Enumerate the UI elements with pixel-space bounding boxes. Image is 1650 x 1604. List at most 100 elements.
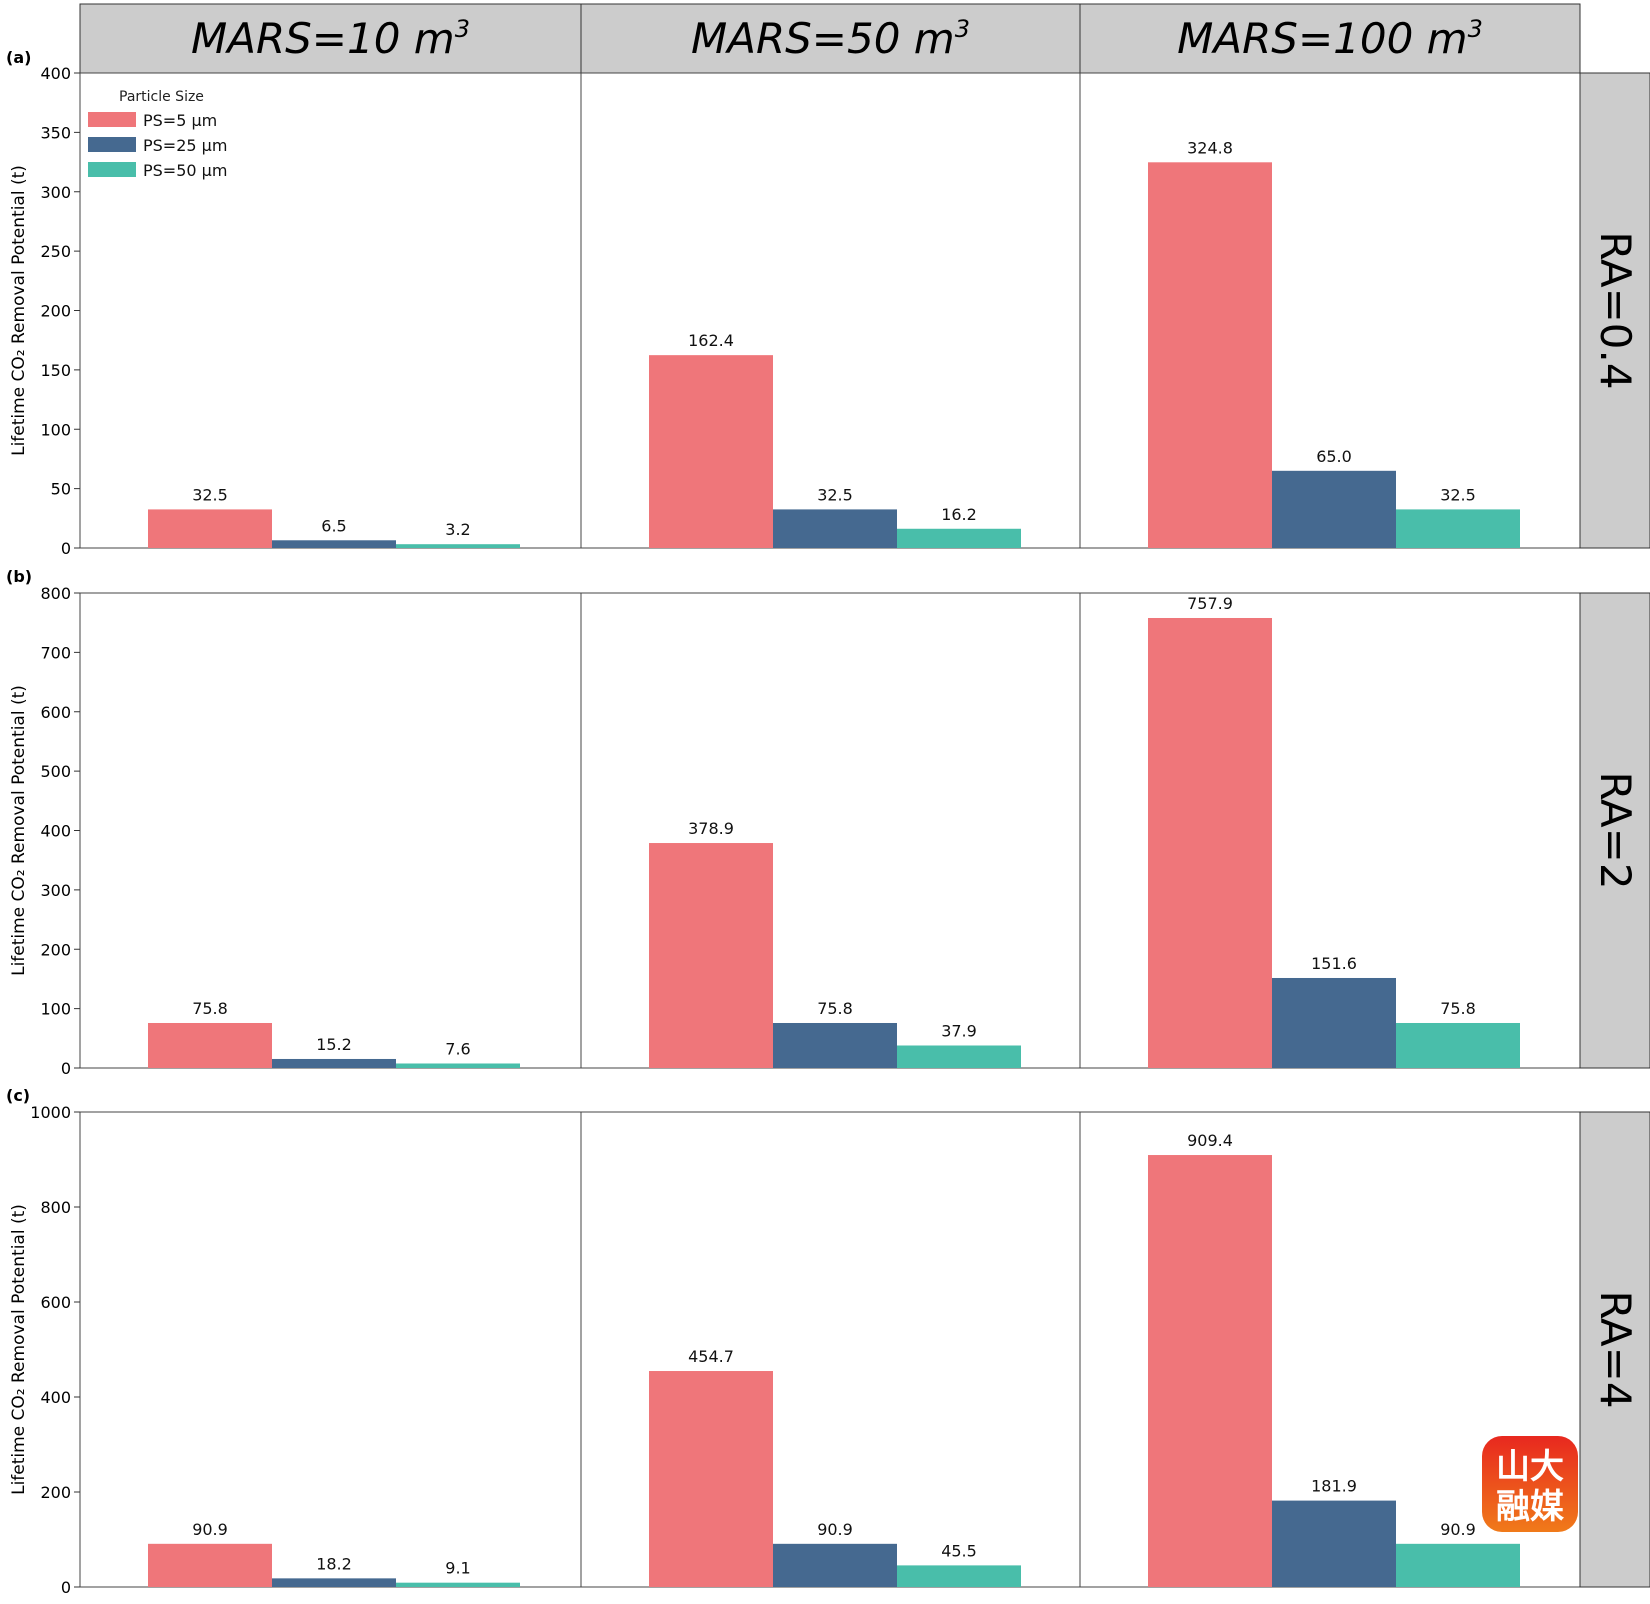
bar-r3-c1-s2 [272,1578,396,1587]
watermark-line-2: 融媒 [1496,1487,1565,1527]
column-strip-label-2: MARS=50 m3 [691,14,970,63]
value-label-r2-c3-s1: 757.9 [1187,594,1233,613]
y-tick-label-r2: 700 [40,643,71,662]
watermark-line-1: 山大 [1496,1447,1564,1487]
y-tick-label-r1: 50 [51,480,71,499]
y-tick-label-r2: 500 [40,762,71,781]
row-tag-3: (c) [6,1086,30,1105]
legend-entry-1: PS=5 µm [143,111,217,130]
value-label-r1-c1-s1: 32.5 [192,485,228,504]
bar-r1-c2-s3 [897,528,1021,548]
y-tick-label-r1: 200 [40,302,71,321]
value-label-r2-c3-s2: 151.6 [1311,954,1357,973]
value-label-r1-c1-s2: 6.5 [321,516,346,535]
row-strip-label-2: RA=2 [1591,771,1640,889]
column-strip-2 [580,3,1081,74]
bar-r1-c3-s1 [1148,162,1272,549]
bar-r3-c1-s1 [148,1543,272,1587]
y-tick-label-r1: 100 [40,420,71,439]
bar-r2-c2-s2 [773,1022,897,1068]
bar-r3-c1-s3 [396,1582,520,1587]
value-label-r1-c2-s3: 16.2 [941,505,977,524]
bar-r1-c3-s3 [1396,509,1520,548]
value-label-r2-c3-s3: 75.8 [1440,999,1476,1018]
y-tick-label-r1: 300 [40,183,71,202]
panel-frame-r2-c1 [79,592,582,1069]
column-strip-label-1: MARS=10 m3 [191,14,470,63]
value-label-r1-c2-s1: 162.4 [688,331,734,350]
bar-r1-c2-s1 [649,355,773,548]
value-label-r3-c2-s3: 45.5 [941,1541,977,1560]
bar-r3-c3-s1 [1148,1155,1272,1587]
value-label-r3-c1-s3: 9.1 [445,1559,470,1578]
legend-swatch-2 [88,137,136,152]
value-label-r1-c3-s3: 32.5 [1440,485,1476,504]
column-strip-1 [79,3,582,74]
value-label-r1-c3-s1: 324.8 [1187,138,1233,157]
y-tick-label-r1: 0 [61,539,71,558]
bar-r3-c3-s3 [1396,1543,1520,1587]
y-axis-label-3: Lifetime CO₂ Removal Potential (t) [9,1204,29,1495]
row-strip-2 [1579,592,1650,1069]
bar-r1-c1-s1 [148,509,272,548]
y-tick-label-r2: 800 [40,584,71,603]
panel-frame-r1-c1 [79,72,582,549]
value-label-r3-c1-s1: 90.9 [192,1520,228,1539]
bar-r2-c2-s3 [897,1045,1021,1068]
y-tick-label-r1: 250 [40,242,71,261]
value-label-r3-c1-s2: 18.2 [316,1554,352,1573]
value-label-r2-c2-s1: 378.9 [688,819,734,838]
y-tick-label-r2: 400 [40,822,71,841]
row-tag-2: (b) [6,567,32,586]
y-axis-label-1: Lifetime CO₂ Removal Potential (t) [9,165,29,456]
row-strip-1 [1579,72,1650,549]
bar-r1-c1-s3 [396,544,520,548]
bar-r3-c3-s2 [1272,1500,1396,1587]
y-tick-label-r3: 200 [40,1483,71,1502]
row-strip-3 [1579,1111,1650,1588]
y-tick-label-r1: 400 [40,64,71,83]
legend-entry-2: PS=25 µm [143,136,227,155]
y-tick-label-r2: 100 [40,1000,71,1019]
y-tick-label-r3: 0 [61,1578,71,1597]
column-strip-3 [1079,3,1581,74]
watermark-logo [1482,1436,1578,1532]
bar-r2-c3-s2 [1272,977,1396,1068]
value-label-r3-c2-s1: 454.7 [688,1347,734,1366]
y-tick-label-r3: 600 [40,1293,71,1312]
value-label-r2-c1-s2: 15.2 [316,1035,352,1054]
y-tick-label-r3: 1000 [30,1103,71,1122]
value-label-r2-c2-s3: 37.9 [941,1021,977,1040]
value-label-r1-c2-s2: 32.5 [817,485,853,504]
column-strip-label-3: MARS=100 m3 [1177,14,1483,63]
bar-r3-c2-s1 [649,1371,773,1587]
bar-r2-c2-s1 [649,843,773,1068]
value-label-r1-c1-s3: 3.2 [445,520,470,539]
bar-r2-c1-s2 [272,1058,396,1068]
y-tick-label-r2: 200 [40,940,71,959]
y-axis-label-2: Lifetime CO₂ Removal Potential (t) [9,685,29,976]
panel-frame-r3-c1 [79,1111,582,1588]
value-label-r3-c3-s2: 181.9 [1311,1477,1357,1496]
bar-r2-c1-s1 [148,1022,272,1068]
y-tick-label-r1: 150 [40,361,71,380]
legend-entry-3: PS=50 µm [143,161,227,180]
bar-r3-c2-s3 [897,1565,1021,1587]
value-label-r2-c1-s3: 7.6 [445,1039,470,1058]
bar-r2-c3-s3 [1396,1022,1520,1068]
bar-r3-c2-s2 [773,1543,897,1587]
value-label-r1-c3-s2: 65.0 [1316,447,1352,466]
value-label-r3-c3-s1: 909.4 [1187,1131,1233,1150]
y-tick-label-r2: 0 [61,1059,71,1078]
row-strip-label-3: RA=4 [1591,1290,1640,1408]
y-tick-label-r3: 400 [40,1388,71,1407]
value-label-r3-c2-s2: 90.9 [817,1520,853,1539]
legend-swatch-1 [88,112,136,127]
legend-swatch-3 [88,162,136,177]
bar-r1-c1-s2 [272,540,396,548]
value-label-r2-c1-s1: 75.8 [192,999,228,1018]
row-strip-label-1: RA=0.4 [1591,231,1640,389]
y-tick-label-r3: 800 [40,1198,71,1217]
bar-r1-c2-s2 [773,509,897,548]
